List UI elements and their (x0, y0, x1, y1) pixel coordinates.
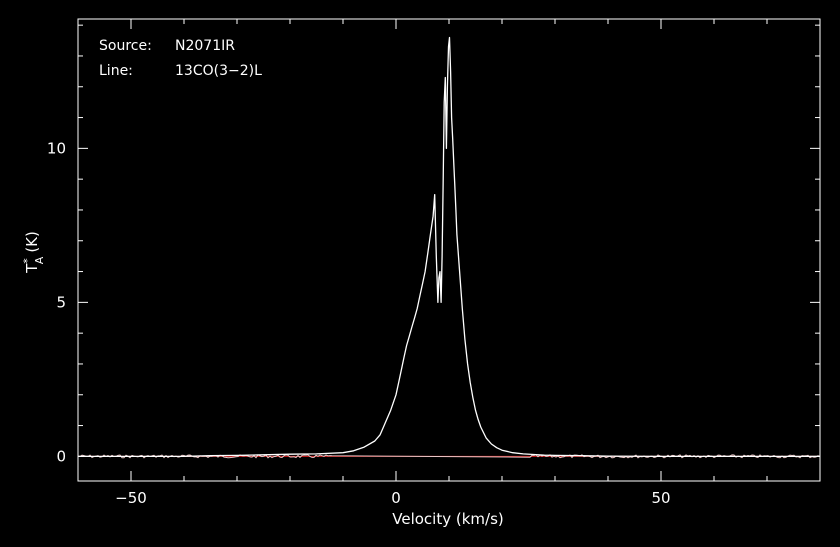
y-tick-label: 10 (47, 139, 66, 157)
axis-ticks (77, 19, 821, 481)
x-tick-label: 50 (651, 489, 670, 507)
x-tick-label: −50 (115, 489, 147, 507)
annotation-source-value: N2071IR (175, 38, 235, 54)
y-label-unit: (K) (23, 231, 41, 253)
spectrum-line (78, 36, 820, 458)
y-label-main: T (23, 263, 41, 274)
annotation-line-value: 13CO(3−2)L (175, 63, 262, 79)
y-tick-label: 5 (56, 293, 66, 311)
annotation-line-key: Line: (99, 63, 133, 79)
x-axis-label: Velocity (km/s) (392, 510, 503, 528)
annotation-source-key: Source: (99, 38, 152, 54)
y-tick-label: 0 (56, 447, 66, 465)
y-label-subscript: A (33, 256, 46, 264)
axis-tick-labels: −50 0 50 0 5 10 (47, 139, 671, 507)
x-tick-label: 0 (391, 489, 401, 507)
y-label-superscript: * (21, 258, 34, 264)
y-axis-label: T*A (K) (21, 231, 46, 274)
plot-area (77, 36, 821, 459)
y-axis-label-text: T*A (K) (21, 231, 46, 274)
annotation-block: Source: N2071IR Line: 13CO(3−2)L (99, 38, 262, 79)
